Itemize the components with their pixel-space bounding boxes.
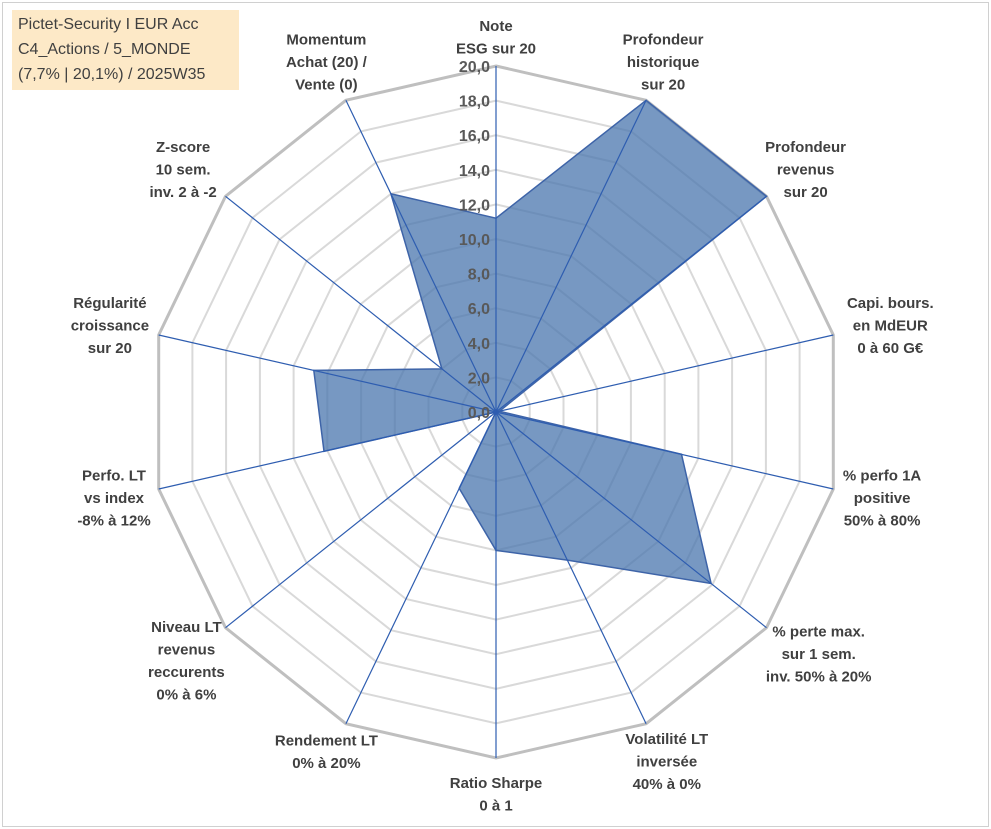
fund-category: C4_Actions / 5_MONDE [18,41,191,58]
axis-label-5: % perfo 1A positive 50% à 80% [843,468,922,530]
axis-label-8-line-1: Ratio Sharpe [450,775,543,792]
axis-label-3-line-2: revenus [777,162,835,179]
axis-label-1: Note ESG sur 20 [456,18,536,58]
axis-label-11-line-3: -8% à 12% [77,513,150,530]
axis-label-3-line-1: Profondeur [765,139,846,156]
spoke-9 [345,411,497,724]
axis-label-10-line-3: reccurents [148,664,225,681]
spoke-14 [345,100,497,413]
axis-label-1-line-1: Note [479,18,512,35]
tick-label-10: 20,0 [459,59,490,76]
axis-label-9-line-1: Rendement LT [275,733,378,750]
axis-label-2-line-1: Profondeur [623,31,704,48]
tick-label-8: 16,0 [459,128,490,145]
axis-label-11-line-2: vs index [84,490,145,507]
axis-label-8-line-2: 0 à 1 [479,798,512,815]
spoke-6 [495,411,767,629]
tick-label-2: 4,0 [468,336,490,353]
axis-label-2-line-2: historique [627,54,700,71]
spoke-13 [225,195,497,413]
axis-label-9-line-2: 0% à 20% [292,755,360,772]
series-area [312,99,768,585]
axis-label-4-line-2: en MdEUR [853,317,928,334]
spoke-11 [158,411,497,490]
axis-label-10-line-1: Niveau LT [151,619,222,636]
tick-label-3: 6,0 [468,301,490,318]
axis-label-14-line-1: Momentum [286,31,366,48]
tick-label-9: 18,0 [459,94,490,111]
axis-label-14-line-3: Vente (0) [295,76,358,93]
axis-label-12-line-2: croissance [71,317,149,334]
axis-label-7-line-2: inversée [636,754,697,771]
axis-label-11-line-1: Perfo. LT [82,468,146,485]
axis-label-10-line-2: revenus [158,641,216,658]
axis-label-10: Niveau LT revenus reccurents 0% à 6% [148,619,225,704]
axis-label-3-line-3: sur 20 [783,184,827,201]
spoke-10 [225,411,497,629]
axis-label-12-line-1: Régularité [73,295,146,312]
radial-tick-labels: 0,0 2,0 4,0 6,0 8,0 10,0 12,0 14,0 16,0 18,0 20,0 [459,59,490,422]
tick-label-5: 10,0 [459,232,490,249]
axis-label-4-line-1: Capi. bours. [847,295,934,312]
spoke-4 [495,334,834,413]
tick-label-0: 0,0 [468,405,490,422]
axis-label-14-line-2: Achat (20) / [286,54,368,71]
fund-name: Pictet-Security I EUR Acc [18,16,199,33]
axis-label-6-line-1: % perte max. [772,623,865,640]
axis-label-3: Profondeur revenus sur 20 [765,139,846,201]
axis-label-2: Profondeur historique sur 20 [623,31,704,93]
axis-label-9: Rendement LT 0% à 20% [275,733,378,773]
axis-label-5-line-1: % perfo 1A [843,468,922,485]
tick-label-6: 12,0 [459,197,490,214]
tick-label-7: 14,0 [459,163,490,180]
axis-label-4: Capi. bours. en MdEUR 0 à 60 G€ [847,295,934,357]
axis-label-5-line-2: positive [854,490,911,507]
axis-label-14: Momentum Achat (20) / Vente (0) [286,31,368,93]
spoke-12 [158,334,497,413]
axis-label-6-line-2: sur 1 sem. [782,646,856,663]
axis-label-6-line-3: inv. 50% à 20% [766,668,872,685]
axis-label-13-line-1: Z-score [156,139,210,156]
axis-label-10-line-4: 0% à 6% [156,686,216,703]
axis-label-7: Volatilité LT inversée 40% à 0% [625,731,708,793]
tick-label-1: 2,0 [468,370,490,387]
axis-label-5-line-3: 50% à 80% [844,513,921,530]
axis-label-8: Ratio Sharpe 0 à 1 [450,775,543,815]
axis-label-1-line-2: ESG sur 20 [456,41,536,58]
axis-label-12: Régularité croissance sur 20 [71,295,149,357]
spoke-2 [495,100,647,413]
radar-spokes [158,66,834,758]
axis-label-11: Perfo. LT vs index -8% à 12% [77,468,150,530]
axis-label-13-line-3: inv. 2 à -2 [149,184,216,201]
spoke-5 [495,411,834,490]
axis-labels: Note ESG sur 20 Profondeur historique sur 20… [71,18,934,815]
axis-label-13-line-2: 10 sem. [156,162,211,179]
axis-label-4-line-3: 0 à 60 G€ [857,340,924,357]
axis-label-7-line-1: Volatilité LT [625,731,708,748]
fund-stats: (7,7% | 20,1%) / 2025W35 [18,66,206,83]
spoke-7 [495,411,647,724]
fund-info-box: Pictet-Security I EUR Acc C4_Actions / 5… [12,10,239,90]
axis-label-6: % perte max. sur 1 sem. inv. 50% à 20% [766,623,872,685]
radar-series [312,99,768,585]
tick-label-4: 8,0 [468,267,490,284]
axis-label-12-line-3: sur 20 [88,340,132,357]
axis-label-13: Z-score 10 sem. inv. 2 à -2 [149,139,216,201]
spoke-3 [495,195,767,413]
axis-label-7-line-3: 40% à 0% [633,776,701,793]
axis-label-2-line-3: sur 20 [641,76,685,93]
